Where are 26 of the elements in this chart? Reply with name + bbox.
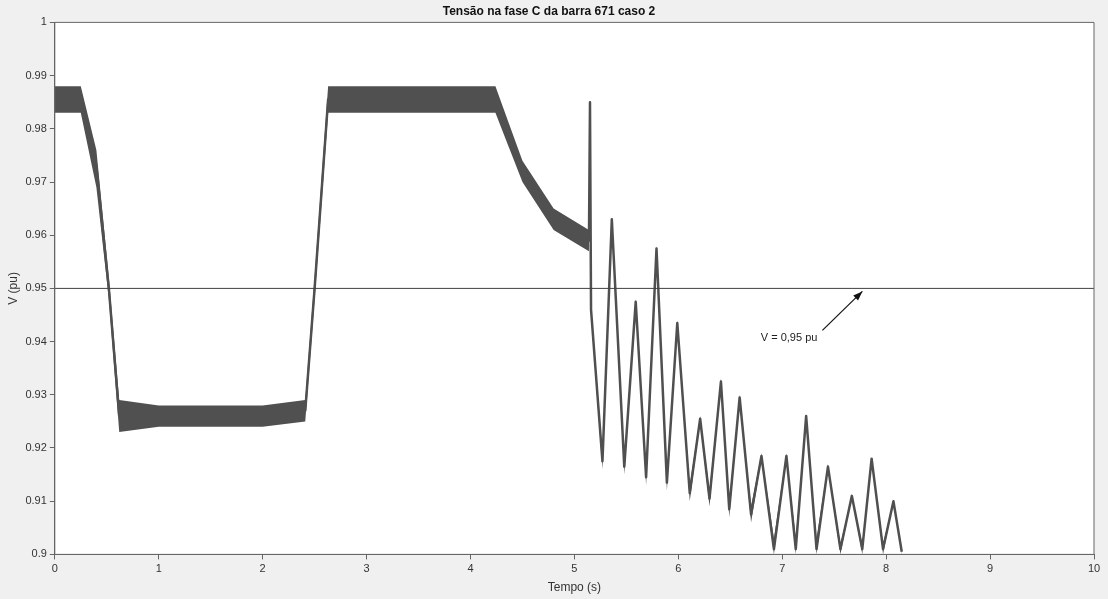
y-tick-label: 0.98 [25, 121, 47, 134]
x-tick-label: 4 [467, 562, 474, 575]
x-tick-label: 9 [987, 562, 994, 575]
y-tick-label: 0.97 [25, 175, 47, 188]
annotation: V = 0,95 pu [760, 331, 818, 344]
x-tick-label: 1 [155, 562, 162, 575]
x-tick-label: 5 [571, 562, 578, 575]
y-tick-label: 0.96 [25, 228, 47, 241]
x-tick-label: 7 [779, 562, 786, 575]
y-axis-title: V (pu) [5, 272, 20, 305]
y-tick-label: 1 [40, 15, 47, 28]
y-tick-label: 0.91 [25, 494, 47, 507]
y-tick-label: 0.93 [25, 387, 47, 400]
y-tick-label: 0.95 [25, 281, 47, 294]
y-tick-label: 0.9 [31, 547, 47, 560]
x-tick-label: 6 [675, 562, 682, 575]
chart-title: Tensão na fase C da barra 671 caso 2 [442, 3, 656, 18]
y-tick-label: 0.99 [25, 68, 47, 81]
x-tick-label: 0 [51, 562, 58, 575]
x-tick-label: 8 [883, 562, 890, 575]
y-tick-label: 0.92 [25, 441, 47, 454]
x-tick-label: 10 [1087, 562, 1101, 575]
y-tick-label: 0.94 [25, 334, 47, 347]
x-tick-label: 2 [259, 562, 266, 575]
x-tick-label: 3 [363, 562, 370, 575]
x-axis-title: Tempo (s) [547, 580, 602, 595]
